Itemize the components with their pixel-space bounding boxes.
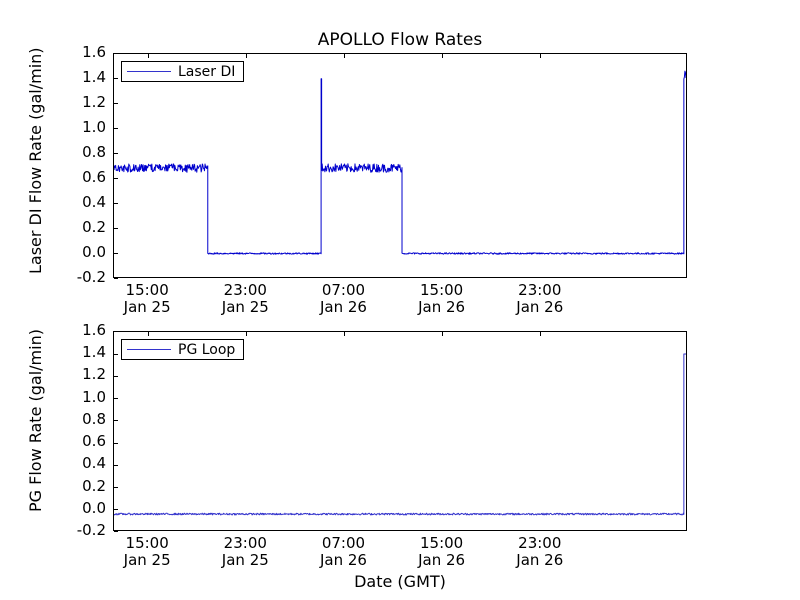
chart-panel-laser-di: Laser DI bbox=[113, 53, 687, 280]
y-tick-label: 0.0 bbox=[82, 498, 106, 517]
y-tick-label: -0.2 bbox=[76, 521, 106, 539]
y-tick-mark bbox=[114, 178, 118, 180]
legend-label-laser-di: Laser DI bbox=[178, 63, 236, 80]
data-line-laser-di bbox=[114, 70, 686, 255]
y-tick-label: 1.2 bbox=[82, 365, 106, 384]
x-tick-mark bbox=[147, 54, 149, 58]
x-tick-time: 15:00 bbox=[419, 534, 464, 552]
y-tick-mark bbox=[114, 375, 118, 377]
x-tick-mark bbox=[442, 54, 443, 58]
x-tick-date: Jan 25 bbox=[221, 551, 269, 569]
x-tick-date: Jan 25 bbox=[221, 298, 269, 316]
y-tick-label: 0.8 bbox=[82, 143, 106, 161]
y-tick-label: 0.6 bbox=[82, 432, 106, 451]
y-tick-mark bbox=[114, 353, 118, 355]
x-tick-label: 07:00 Jan 26 bbox=[320, 282, 367, 316]
y-tick-mark bbox=[114, 442, 118, 444]
x-tick-date: Jan 26 bbox=[319, 298, 367, 316]
x-tick-mark bbox=[343, 332, 345, 336]
x-tick-mark bbox=[245, 54, 247, 58]
y-tick-label: 1.0 bbox=[82, 387, 106, 406]
x-tick-time: 23:00 bbox=[518, 534, 562, 552]
y-tick-mark bbox=[114, 78, 118, 80]
x-tick-label: 15:00 Jan 26 bbox=[418, 282, 465, 316]
laser-di-trace bbox=[114, 70, 686, 255]
x-tick-date: Jan 25 bbox=[123, 551, 171, 569]
x-tick-mark bbox=[147, 332, 149, 336]
y-tick-label: 0.0 bbox=[82, 243, 106, 261]
x-tick-label: 23:00 Jan 26 bbox=[516, 282, 563, 316]
y-tick-label: 0.4 bbox=[82, 193, 106, 211]
x-tick-mark bbox=[245, 332, 247, 336]
x-tick-time: 07:00 bbox=[321, 534, 366, 552]
x-tick-time: 15:00 bbox=[419, 281, 464, 299]
legend-line-swatch bbox=[127, 349, 171, 350]
y-tick-label: -0.2 bbox=[76, 268, 106, 286]
x-tick-label: 07:00 Jan 26 bbox=[320, 535, 367, 569]
legend-laser-di: Laser DI bbox=[121, 61, 245, 82]
x-tick-label: 15:00 Jan 25 bbox=[124, 535, 171, 569]
y-tick-mark bbox=[114, 420, 118, 422]
y-tick-label: 0.2 bbox=[82, 218, 106, 236]
y-tick-mark bbox=[114, 203, 118, 205]
y-axis-label-top: Laser DI Flow Rate (gal/min) bbox=[26, 47, 45, 274]
y-tick-mark bbox=[114, 509, 118, 511]
x-tick-date: Jan 26 bbox=[319, 551, 367, 569]
x-tick-time: 15:00 bbox=[125, 534, 169, 552]
x-tick-time: 23:00 bbox=[223, 534, 267, 552]
x-tick-label: 23:00 Jan 25 bbox=[222, 535, 269, 569]
y-tick-mark bbox=[114, 253, 118, 255]
y-tick-label: 1.6 bbox=[82, 43, 106, 61]
legend-pg-loop: PG Loop bbox=[121, 339, 245, 360]
y-tick-label: 1.2 bbox=[82, 93, 106, 111]
x-tick-date: Jan 26 bbox=[516, 298, 564, 316]
x-tick-label: 15:00 Jan 25 bbox=[124, 282, 171, 316]
y-tick-mark bbox=[114, 228, 118, 230]
y-tick-label: 0.2 bbox=[82, 476, 106, 495]
y-tick-mark bbox=[114, 53, 118, 55]
x-tick-mark bbox=[442, 332, 443, 336]
data-line-pg-loop bbox=[114, 353, 686, 516]
y-axis-label-bottom: PG Flow Rate (gal/min) bbox=[26, 329, 45, 512]
pg-loop-trace bbox=[114, 353, 686, 516]
y-tick-mark bbox=[114, 278, 118, 280]
x-tick-mark bbox=[540, 332, 542, 336]
x-tick-label: 23:00 Jan 25 bbox=[222, 282, 269, 316]
x-tick-label: 15:00 Jan 26 bbox=[418, 535, 465, 569]
y-tick-label: 1.4 bbox=[82, 343, 106, 362]
x-tick-time: 15:00 bbox=[125, 281, 169, 299]
y-tick-label: 1.0 bbox=[82, 118, 106, 136]
page-title: APOLLO Flow Rates bbox=[317, 30, 483, 50]
y-tick-mark bbox=[114, 398, 118, 400]
y-tick-label: 0.8 bbox=[82, 409, 106, 428]
y-tick-label: 1.6 bbox=[82, 321, 106, 339]
y-tick-mark bbox=[114, 103, 118, 105]
y-tick-mark bbox=[114, 464, 118, 466]
y-tick-mark bbox=[114, 128, 118, 130]
y-tick-label: 0.6 bbox=[82, 168, 106, 186]
chart-panel-pg-loop: PG Loop bbox=[113, 331, 687, 533]
x-tick-time: 23:00 bbox=[518, 281, 562, 299]
x-tick-date: Jan 26 bbox=[418, 551, 466, 569]
x-tick-mark bbox=[343, 54, 345, 58]
x-tick-date: Jan 25 bbox=[123, 298, 171, 316]
x-tick-label: 23:00 Jan 26 bbox=[516, 535, 563, 569]
y-tick-mark bbox=[114, 531, 118, 533]
y-tick-mark bbox=[114, 153, 118, 155]
y-tick-label: 1.4 bbox=[82, 68, 106, 86]
legend-line-swatch bbox=[127, 71, 171, 72]
legend-label-pg-loop: PG Loop bbox=[178, 341, 236, 358]
y-tick-mark bbox=[114, 486, 118, 488]
y-tick-label: 0.4 bbox=[82, 454, 106, 473]
x-tick-time: 23:00 bbox=[223, 281, 267, 299]
x-tick-mark bbox=[540, 54, 542, 58]
x-axis-label: Date (GMT) bbox=[354, 572, 446, 591]
x-tick-date: Jan 26 bbox=[516, 551, 564, 569]
y-tick-mark bbox=[114, 331, 118, 333]
x-tick-date: Jan 26 bbox=[418, 298, 466, 316]
x-tick-time: 07:00 bbox=[321, 281, 366, 299]
